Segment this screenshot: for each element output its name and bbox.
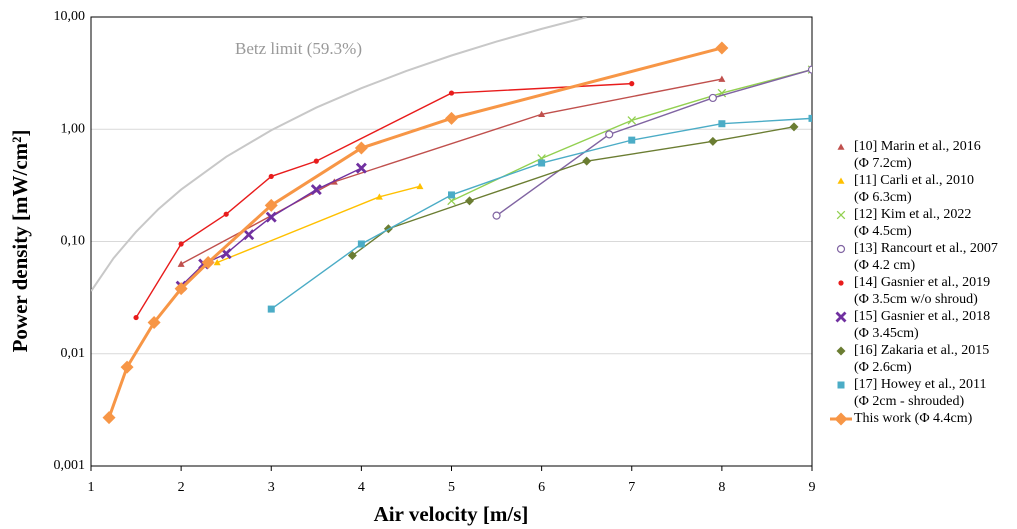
series-line [107, 46, 723, 419]
marker [836, 346, 846, 356]
marker [835, 311, 847, 323]
marker [354, 141, 368, 155]
y-tick-label: 0,001 [54, 458, 86, 473]
x-tick-label: 8 [718, 480, 725, 495]
series-line [180, 78, 723, 265]
marker [448, 90, 455, 96]
series-line [135, 82, 632, 318]
x-tick-label: 6 [538, 480, 545, 495]
x-tick-label: 7 [628, 480, 635, 495]
x-tick-label: 1 [88, 480, 95, 495]
legend-label: [16] Zakaria et al., 2015 [854, 343, 989, 358]
marker [375, 193, 383, 200]
marker [416, 182, 424, 190]
legend-note: (Φ 4.5cm) [854, 224, 912, 239]
marker [102, 411, 116, 425]
x-axis-label: Air velocity [m/s] [374, 502, 529, 526]
marker [807, 65, 812, 74]
x-tick-label: 4 [358, 480, 365, 495]
legend-label: This work (Φ 4.4cm) [854, 411, 973, 426]
legend-note: (Φ 2cm - shrouded) [854, 394, 964, 409]
legend-label: [12] Kim et al., 2022 [854, 207, 971, 222]
marker [718, 75, 726, 82]
marker [837, 381, 845, 389]
legend-note: (Φ 3.45cm) [854, 326, 919, 341]
x-tick-label: 3 [268, 480, 275, 495]
marker [628, 136, 636, 144]
legend-note: (Φ 6.3cm) [854, 190, 912, 205]
y-tick-label: 0,10 [61, 234, 86, 249]
marker [264, 198, 278, 212]
series-line [351, 126, 795, 257]
marker [268, 173, 274, 180]
marker [834, 412, 848, 426]
marker [836, 210, 846, 220]
marker [174, 282, 188, 296]
legend-label: [13] Rancourt et al., 2007 [854, 241, 998, 256]
marker [492, 211, 501, 220]
marker [708, 136, 718, 146]
marker [133, 314, 139, 321]
marker [715, 41, 729, 55]
legend-note: (Φ 4.2 cm) [854, 258, 915, 273]
marker [708, 93, 717, 103]
legend-label: [17] Howey et al., 2011 [854, 377, 986, 392]
marker [605, 130, 614, 139]
marker [267, 305, 275, 313]
legend-label: [15] Gasnier et al., 2018 [854, 309, 990, 324]
betz-label: Betz limit (59.3%) [235, 39, 362, 58]
x-tick-label: 9 [809, 480, 816, 495]
series-line [216, 185, 421, 264]
marker [355, 162, 367, 174]
marker [313, 158, 319, 164]
marker [265, 211, 277, 223]
series-line [451, 68, 812, 202]
marker [837, 177, 845, 184]
marker [445, 111, 458, 125]
marker [837, 143, 845, 150]
marker [836, 244, 846, 254]
series-line [496, 68, 812, 217]
plot-area [91, 17, 812, 425]
marker [357, 240, 365, 248]
series-line [270, 117, 812, 310]
marker [538, 110, 546, 118]
legend-label: [11] Carli et al., 2010 [854, 173, 974, 188]
marker [213, 259, 221, 266]
legend-note: (Φ 7.2cm) [854, 156, 912, 171]
marker [582, 156, 592, 166]
marker [718, 120, 726, 128]
marker [178, 241, 184, 247]
marker [347, 251, 357, 261]
y-axis-label: Power density [mW/cm²] [8, 130, 32, 353]
marker [201, 256, 215, 270]
marker [177, 260, 185, 267]
legend-label: [14] Gasnier et al., 2019 [854, 275, 990, 290]
marker [120, 360, 134, 374]
betz-curve [91, 17, 587, 292]
marker [310, 184, 322, 196]
marker [808, 114, 812, 122]
marker [448, 191, 455, 199]
y-tick-label: 10,00 [54, 9, 86, 24]
marker [629, 81, 635, 87]
legend-label: [10] Marin et al., 2016 [854, 139, 981, 154]
legend-note: (Φ 2.6cm) [854, 360, 912, 375]
marker [627, 116, 637, 125]
marker [838, 280, 844, 286]
y-tick-label: 0,01 [61, 346, 86, 361]
marker [147, 315, 161, 329]
y-tick-label: 1,00 [61, 121, 86, 136]
marker [223, 211, 229, 217]
marker [789, 122, 799, 132]
x-tick-label: 2 [178, 480, 185, 495]
marker [465, 196, 475, 206]
x-tick-label: 5 [448, 480, 455, 495]
marker [538, 159, 546, 167]
marker [243, 229, 255, 241]
legend-note: (Φ 3.5cm w/o shroud) [854, 292, 978, 307]
